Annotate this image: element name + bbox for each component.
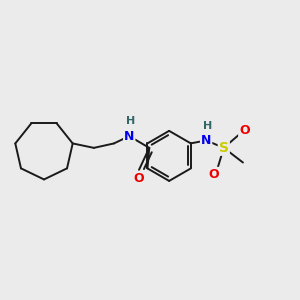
Text: N: N bbox=[124, 130, 134, 142]
Text: O: O bbox=[239, 124, 250, 136]
Text: O: O bbox=[208, 168, 218, 181]
Text: H: H bbox=[126, 116, 136, 126]
Text: O: O bbox=[133, 172, 144, 185]
Text: H: H bbox=[203, 121, 212, 131]
Text: S: S bbox=[219, 141, 229, 155]
Text: N: N bbox=[201, 134, 211, 147]
